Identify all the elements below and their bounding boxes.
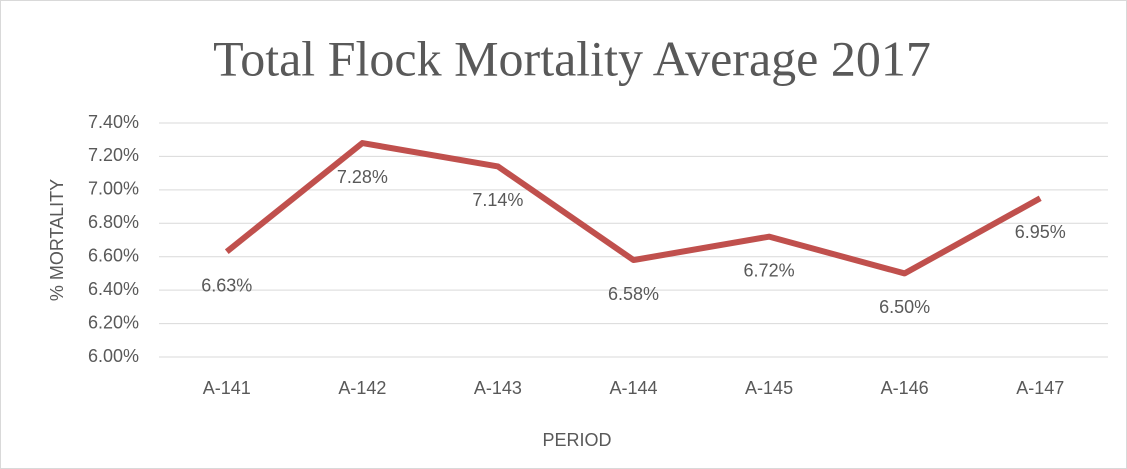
data-label: 6.95% [1015, 222, 1066, 242]
y-tick-label: 6.20% [88, 312, 139, 332]
data-label: 6.58% [608, 284, 659, 304]
data-label: 6.50% [879, 297, 930, 317]
x-tick-label: A-145 [745, 378, 793, 398]
x-tick-label: A-141 [203, 378, 251, 398]
chart-title: Total Flock Mortality Average 2017 [213, 30, 931, 86]
y-tick-label: 6.80% [88, 212, 139, 232]
data-label: 6.72% [744, 260, 795, 280]
data-label: 7.14% [472, 190, 523, 210]
y-tick-label: 6.00% [88, 346, 139, 366]
x-tick-label: A-144 [609, 378, 657, 398]
x-tick-label: A-142 [338, 378, 386, 398]
x-axis-label: PERIOD [542, 430, 611, 450]
y-tick-label: 6.60% [88, 245, 139, 265]
x-tick-label: A-147 [1016, 378, 1064, 398]
y-tick-label: 7.40% [88, 112, 139, 132]
data-label: 7.28% [337, 167, 388, 187]
x-tick-label: A-146 [881, 378, 929, 398]
y-tick-label: 7.00% [88, 179, 139, 199]
y-tick-label: 7.20% [88, 145, 139, 165]
data-label: 6.63% [201, 275, 252, 295]
y-axis-label: % MORTALITY [47, 179, 67, 301]
x-tick-label: A-143 [474, 378, 522, 398]
line-series [224, 140, 1042, 277]
y-tick-label: 6.40% [88, 279, 139, 299]
